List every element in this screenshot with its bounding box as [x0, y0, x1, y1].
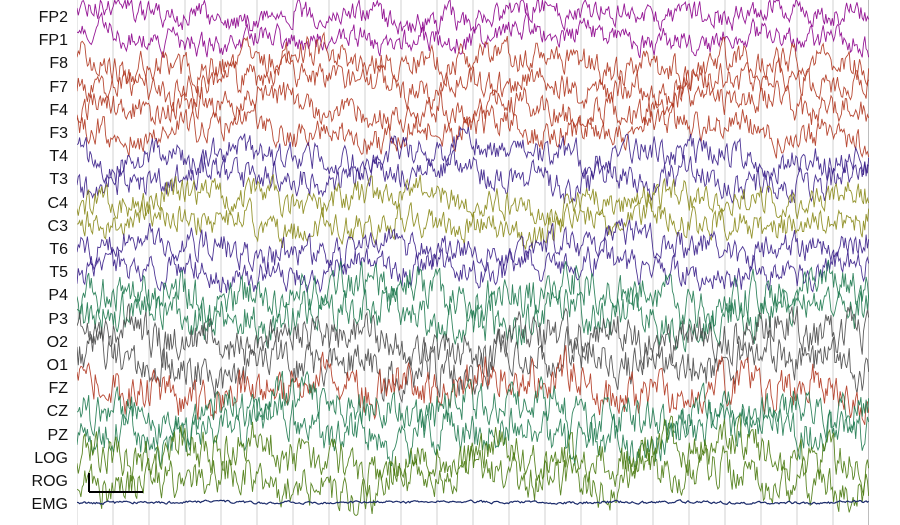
channel-label-c3: C3: [47, 217, 68, 235]
channel-label-emg: EMG: [31, 496, 68, 514]
trace-t6: [77, 218, 869, 275]
channel-label-f3: F3: [49, 125, 68, 142]
channel-label-column: FP2 FP1 F8 F7 F4 F3 T4 T3 C4 C3 T6 T5 P4…: [0, 0, 76, 525]
trace-o2: [77, 303, 869, 380]
channel-label-rog: ROG: [31, 473, 68, 490]
channel-label-fp2: FP2: [38, 9, 68, 26]
channel-label-p3: P3: [48, 310, 68, 328]
trace-fp2: [77, 0, 869, 35]
channel-label-fp1: FP1: [38, 32, 68, 50]
channel-label-p4: P4: [48, 287, 68, 305]
channel-label-o2: O2: [46, 333, 68, 351]
channel-label-f8: F8: [49, 55, 68, 73]
trace-f7: [77, 50, 869, 113]
channel-label-o1: O1: [46, 357, 68, 374]
channel-label-t5: T5: [49, 264, 68, 282]
channel-label-fz: FZ: [48, 380, 68, 398]
channel-label-t3: T3: [49, 171, 68, 189]
trace-pz: [77, 393, 869, 468]
trace-t3: [77, 148, 869, 204]
trace-fp1: [77, 11, 869, 59]
gridlines: [77, 0, 869, 525]
trace-o1: [77, 321, 869, 404]
trace-area[interactable]: [77, 0, 869, 525]
trace-f8: [77, 31, 869, 94]
channel-label-f7: F7: [49, 78, 68, 96]
calibration-scale-bar: [88, 473, 143, 493]
traces: [77, 0, 869, 516]
channel-label-pz: PZ: [47, 426, 68, 444]
trace-rog: [77, 442, 869, 516]
channel-label-t6: T6: [49, 241, 68, 258]
channel-label-cz: CZ: [46, 403, 68, 421]
channel-label-log: LOG: [34, 449, 68, 467]
trace-log: [77, 414, 869, 498]
channel-label-t4: T4: [49, 148, 68, 166]
trace-cz: [77, 370, 869, 451]
trace-f3: [77, 102, 869, 159]
channel-label-c4: C4: [47, 194, 68, 212]
channel-label-f4: F4: [49, 101, 68, 119]
trace-t4: [77, 126, 869, 188]
eeg-trace-plot[interactable]: [77, 0, 869, 525]
trace-emg: [77, 499, 869, 506]
trace-p3: [77, 285, 869, 353]
trace-c3: [77, 192, 869, 250]
